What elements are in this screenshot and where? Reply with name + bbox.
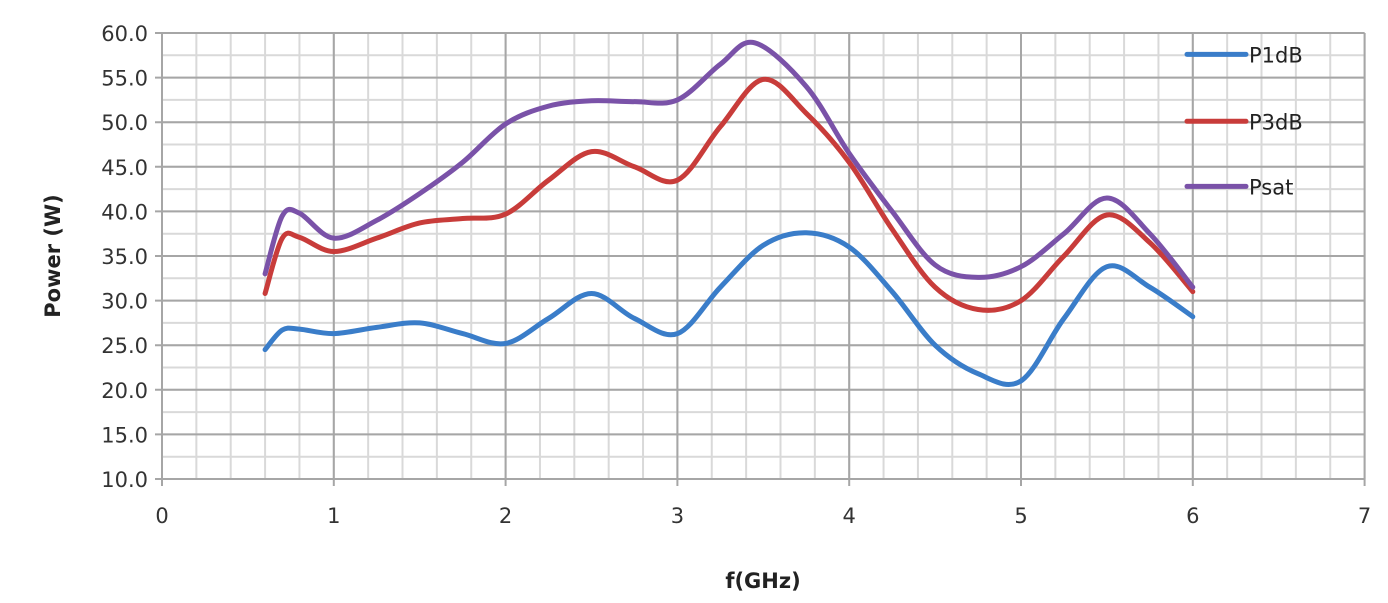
y-tick-label: 30.0 bbox=[101, 290, 148, 314]
y-tick-label: 50.0 bbox=[101, 111, 148, 135]
y-tick-label: 55.0 bbox=[101, 67, 148, 91]
y-axis-tick-labels: 10.0 15.0 20.0 25.0 30.0 35.0 40.0 45.0 50.0 55.0… bbox=[101, 22, 148, 492]
x-tick-label: 5 bbox=[1014, 504, 1027, 528]
x-axis-title: f(GHz) bbox=[725, 569, 800, 593]
y-tick-label: 15.0 bbox=[101, 423, 148, 447]
legend-label-psat: Psat bbox=[1249, 175, 1293, 199]
y-tick-label: 40.0 bbox=[101, 200, 148, 224]
x-tick-label: 6 bbox=[1186, 504, 1199, 528]
x-tick-label: 0 bbox=[155, 504, 168, 528]
series-line-p1db bbox=[262, 230, 1196, 387]
x-tick-label: 3 bbox=[671, 504, 684, 528]
y-tick-label: 35.0 bbox=[101, 245, 148, 269]
x-tick-label: 2 bbox=[499, 504, 512, 528]
x-tick-label: 1 bbox=[327, 504, 340, 528]
legend-label-p3db: P3dB bbox=[1249, 110, 1303, 134]
y-axis-title: Power (W) bbox=[41, 194, 65, 318]
series-line-p3db bbox=[262, 76, 1196, 313]
y-tick-label: 20.0 bbox=[101, 379, 148, 403]
x-tick-label: 4 bbox=[843, 504, 856, 528]
y-tick-label: 25.0 bbox=[101, 334, 148, 358]
y-tick-label: 10.0 bbox=[101, 468, 148, 492]
legend: P1dB P3dB Psat bbox=[1184, 43, 1303, 199]
legend-label-p1db: P1dB bbox=[1249, 43, 1303, 67]
series-line-psat bbox=[262, 39, 1196, 290]
major-gridlines bbox=[155, 32, 1366, 486]
y-tick-label: 60.0 bbox=[101, 22, 148, 46]
x-tick-label: 7 bbox=[1358, 504, 1371, 528]
series-lines bbox=[262, 39, 1196, 387]
x-axis-tick-labels: 0 1 2 3 4 5 6 7 bbox=[155, 504, 1371, 528]
y-tick-label: 45.0 bbox=[101, 156, 148, 180]
